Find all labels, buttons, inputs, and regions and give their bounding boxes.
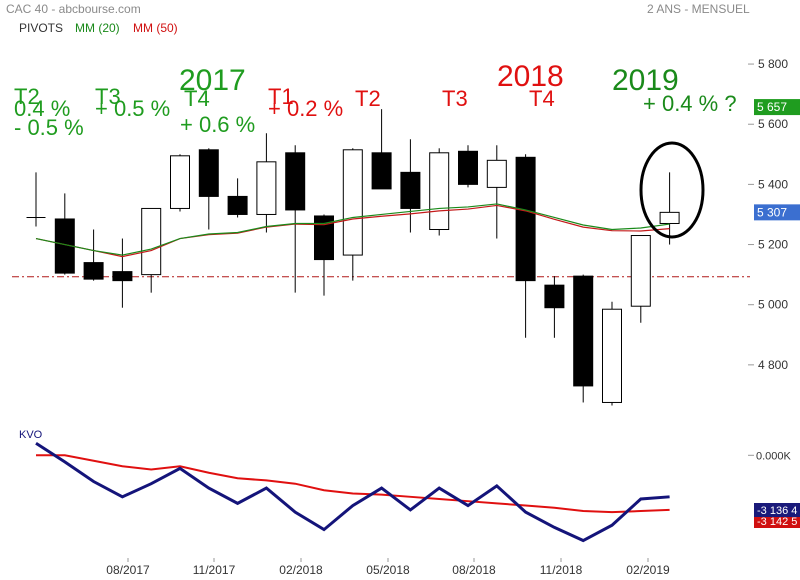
- candle-body: [198, 149, 219, 197]
- kvo-signal-line: [36, 454, 670, 514]
- candle-body: [227, 195, 248, 215]
- candle-body: [170, 155, 190, 209]
- candle-body: [371, 152, 392, 190]
- moving-average-layer: [35, 203, 670, 258]
- candles-layer: [26, 109, 680, 406]
- kvo-badge: [754, 514, 800, 528]
- price-axis: 4 800 5 000 5 200 5 400 5 600 5 800: [748, 57, 788, 372]
- mm20-line: [35, 203, 670, 256]
- candle-body: [314, 215, 334, 261]
- candle-body: [429, 152, 450, 231]
- candle-body: [458, 150, 478, 185]
- candle-body: [515, 156, 536, 282]
- time-axis: 08/2017 11/2017 02/2018 05/2018 08/2018 11/20…: [106, 558, 670, 577]
- candle-body: [112, 271, 133, 282]
- candle-body: [602, 308, 622, 403]
- annotation-quarter: T2: [14, 84, 40, 109]
- annotation-change: + 0.6 %: [180, 112, 256, 137]
- annotation-year-2019: 2019: [612, 64, 679, 97]
- candle-body: [486, 159, 507, 188]
- price-badge-label: 5 657: [757, 100, 787, 114]
- kvo-badge-label: -3 142 5: [757, 516, 797, 528]
- annotation-quarter: T3: [95, 84, 121, 109]
- y-tick-label: 5 600: [758, 117, 788, 131]
- kvo-label: KVO: [19, 429, 43, 441]
- annotation-year-2017: 2017: [179, 64, 246, 97]
- legend-pivots: PIVOTS: [19, 21, 64, 35]
- x-tick-label: 05/2018: [366, 563, 410, 577]
- annotation-quarter: T4: [529, 86, 555, 111]
- annotation-change: 0.4 %: [14, 96, 71, 121]
- mm50-line: [35, 204, 670, 258]
- candle-body: [630, 235, 651, 307]
- legend-mm50: MM (50): [133, 21, 178, 35]
- annotation-change: + 0.4 % ?: [643, 91, 737, 116]
- kvo-panel: KVO 0.000K -3 142 5-3 136 4: [19, 429, 800, 543]
- candle-body: [83, 262, 104, 280]
- x-tick-label: 08/2018: [452, 563, 496, 577]
- annotation-quarter: T1: [268, 84, 294, 109]
- annotation-quarter: T3: [442, 86, 468, 111]
- candle-body: [285, 152, 306, 211]
- y-tick-label: 5 000: [758, 298, 788, 312]
- candle-body: [544, 284, 565, 309]
- annotation-quarter: T4: [184, 86, 210, 111]
- price-badge: [754, 204, 800, 221]
- x-tick-label: 11/2017: [193, 563, 236, 577]
- price-badge-label: 5 307: [757, 205, 787, 219]
- kvo-zero-label: 0.000K: [756, 450, 792, 462]
- highlight-ellipse: [639, 141, 705, 239]
- annotation-change: + 0.5 %: [95, 96, 171, 121]
- x-tick-label: 08/2017: [106, 563, 150, 577]
- x-tick-label: 02/2018: [279, 563, 323, 577]
- kvo-badge-label: -3 136 4: [757, 505, 797, 517]
- annotation-quarter: T2: [355, 86, 381, 111]
- x-tick-label: 02/2019: [626, 563, 670, 577]
- x-tick-label: 11/2018: [540, 563, 583, 577]
- candle-body: [573, 275, 594, 387]
- legend-mm20: MM (20): [75, 21, 120, 35]
- y-tick-label: 4 800: [758, 358, 788, 372]
- annotation-year-2018: 2018: [497, 60, 564, 93]
- candle-body: [400, 171, 421, 209]
- candle-body: [342, 149, 363, 256]
- kvo-line: [35, 442, 670, 543]
- value-badges: 5 657 5 307: [754, 99, 800, 221]
- annotation-change: - 0.5 %: [14, 115, 84, 140]
- period-label: 2 ANS - MENSUEL: [647, 2, 750, 16]
- y-tick-label: 5 400: [758, 177, 788, 191]
- annotation-change: + 0.2 %: [268, 96, 344, 121]
- kvo-badge: [754, 503, 800, 517]
- y-tick-label: 5 200: [758, 238, 788, 252]
- candle-body: [659, 211, 680, 224]
- candle-body: [256, 161, 277, 215]
- chart-title: CAC 40 - abcbourse.com: [6, 2, 141, 16]
- y-tick-label: 5 800: [758, 57, 788, 71]
- candle-body: [141, 207, 162, 276]
- price-badge: [754, 99, 800, 116]
